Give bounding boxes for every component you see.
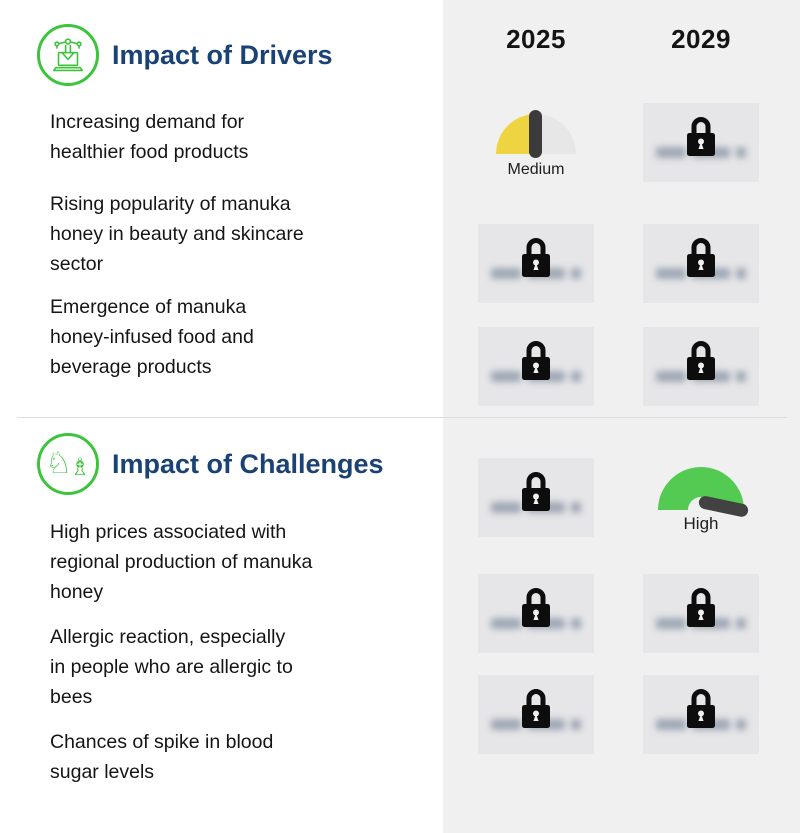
lock-icon [522, 588, 550, 627]
challenge-item-2: Allergic reaction, especially in people … [50, 626, 293, 708]
locked-value-cell[interactable] [643, 224, 759, 303]
column-header-2029: 2029 [671, 24, 731, 54]
locked-value-cell[interactable] [478, 574, 594, 653]
lock-icon [687, 689, 715, 728]
lock-icon [522, 472, 550, 511]
driver-item-3: Emergence of manuka honey-infused food a… [50, 296, 254, 378]
challenge-item-1: High prices associated with regional pro… [50, 521, 313, 603]
locked-value-cell[interactable] [478, 224, 594, 303]
chess-knight-glyph: ♘ [45, 446, 73, 481]
locked-value-cell[interactable] [643, 675, 759, 754]
chess-bishop-glyph: ♗ [69, 453, 91, 481]
lock-icon [687, 238, 715, 277]
locked-value-cell[interactable] [643, 574, 759, 653]
chess-strategy-icon: ♘ ♗ [37, 433, 99, 495]
gauge-label-medium: Medium [507, 161, 565, 178]
lock-icon [687, 588, 715, 627]
driver-item-1: Increasing demand for healthier food pro… [50, 111, 249, 163]
lock-icon [522, 689, 550, 728]
driver-item-2: Rising popularity of manuka honey in bea… [50, 193, 304, 275]
locked-value-cell[interactable] [478, 675, 594, 754]
gauge-label-high: High [683, 514, 719, 533]
lock-icon [522, 238, 550, 277]
locked-value-cell[interactable] [478, 458, 594, 537]
lock-icon [687, 341, 715, 380]
gauge-needle [529, 110, 542, 158]
section-title-drivers: Impact of Drivers [112, 40, 333, 70]
section-divider [17, 417, 787, 418]
locked-value-cell[interactable] [643, 327, 759, 406]
section-title-challenges: Impact of Challenges [112, 449, 384, 479]
innovation-laptop-icon [37, 24, 99, 86]
lock-icon [522, 341, 550, 380]
locked-value-cell[interactable] [478, 327, 594, 406]
lock-icon [687, 117, 715, 156]
locked-value-cell[interactable] [643, 103, 759, 182]
challenge-item-3: Chances of spike in blood sugar levels [50, 731, 274, 783]
column-header-2025: 2025 [506, 24, 566, 54]
